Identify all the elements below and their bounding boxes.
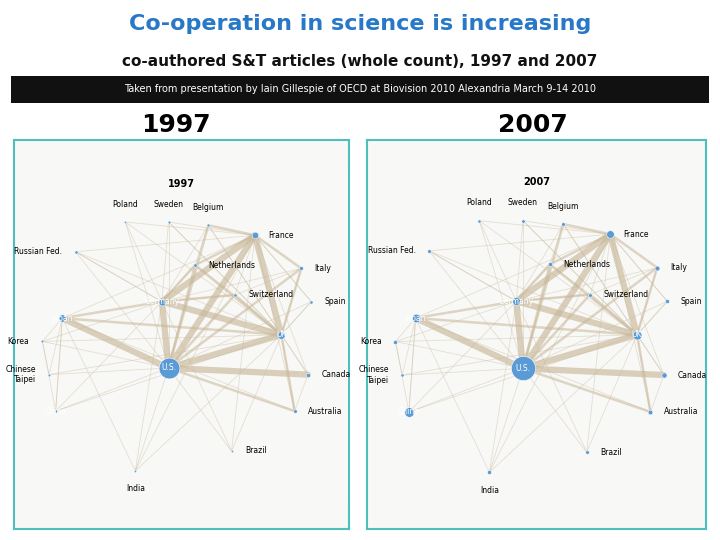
Point	[644, 408, 656, 416]
Text: U.S.: U.S.	[516, 364, 531, 373]
Point	[662, 297, 673, 306]
Point	[289, 407, 300, 415]
Text: Korea: Korea	[360, 337, 382, 346]
Point	[390, 337, 401, 346]
Point	[37, 337, 48, 346]
Point	[517, 217, 528, 225]
Text: India: India	[126, 484, 145, 493]
Point	[605, 230, 616, 239]
Text: co-authored S&T articles (whole count), 1997 and 2007: co-authored S&T articles (whole count), …	[122, 54, 598, 69]
Text: 2007: 2007	[498, 113, 567, 137]
Text: Australia: Australia	[308, 407, 343, 416]
Text: Germany: Germany	[144, 297, 179, 306]
Point	[120, 218, 131, 226]
Point	[229, 291, 240, 299]
Text: Poland: Poland	[467, 198, 492, 207]
Point	[50, 407, 61, 415]
Text: 1997: 1997	[142, 113, 211, 137]
Text: Australia: Australia	[664, 408, 698, 416]
Text: Brazil: Brazil	[245, 447, 266, 455]
Point	[484, 468, 495, 477]
Text: Canada: Canada	[321, 370, 351, 379]
Text: U.S.: U.S.	[161, 363, 176, 373]
Point	[202, 221, 214, 230]
Text: Belgium: Belgium	[193, 203, 224, 212]
Point	[517, 364, 528, 373]
Point	[557, 220, 569, 228]
Text: Canada: Canada	[678, 370, 706, 380]
Point	[302, 370, 314, 379]
Point	[70, 247, 81, 256]
Text: 2007: 2007	[523, 177, 550, 187]
Point	[163, 218, 174, 226]
Text: France: France	[268, 231, 294, 240]
Text: Belgium: Belgium	[547, 201, 579, 211]
Point	[652, 264, 663, 272]
Text: Russian Fed.: Russian Fed.	[14, 247, 63, 256]
Text: Brazil: Brazil	[600, 448, 622, 457]
Text: Korea: Korea	[7, 337, 29, 346]
Text: Netherlands: Netherlands	[563, 260, 611, 269]
Point	[581, 448, 593, 456]
Point	[474, 217, 485, 225]
Point	[226, 447, 238, 455]
Text: Spain: Spain	[325, 297, 346, 306]
Point	[397, 371, 408, 380]
Text: Russian Fed.: Russian Fed.	[368, 246, 415, 255]
Point	[43, 370, 55, 379]
Text: Japan: Japan	[405, 314, 426, 322]
Text: China: China	[398, 408, 420, 416]
Point	[658, 371, 670, 380]
Point	[403, 408, 415, 416]
Text: UK: UK	[632, 330, 642, 339]
Point	[305, 298, 317, 306]
Point	[423, 247, 435, 255]
Text: Co-operation in science is increasing: Co-operation in science is increasing	[129, 14, 591, 33]
Point	[276, 330, 287, 339]
Text: Chinese
Taipei: Chinese Taipei	[5, 365, 36, 384]
Text: Netherlands: Netherlands	[208, 261, 256, 269]
Point	[57, 314, 68, 322]
Point	[189, 261, 201, 269]
Text: Switzerland: Switzerland	[603, 290, 649, 299]
Point	[295, 264, 307, 273]
Text: Chinese
Taipei: Chinese Taipei	[359, 366, 389, 385]
Text: Italy: Italy	[670, 263, 688, 272]
Point	[544, 260, 556, 269]
Point	[130, 467, 141, 475]
Text: India: India	[480, 486, 499, 495]
Text: Japan: Japan	[52, 314, 73, 323]
Text: Italy: Italy	[315, 264, 331, 273]
Text: Switzerland: Switzerland	[248, 291, 293, 300]
Text: Sweden: Sweden	[508, 198, 538, 207]
Text: France: France	[624, 230, 649, 239]
Text: China: China	[45, 407, 67, 416]
Text: Sweden: Sweden	[153, 200, 184, 208]
Text: 1997: 1997	[168, 179, 195, 189]
Point	[249, 231, 261, 240]
Point	[510, 297, 522, 306]
Text: Poland: Poland	[112, 200, 138, 208]
Text: Spain: Spain	[680, 297, 702, 306]
Text: Germany: Germany	[499, 297, 534, 306]
Text: Taken from presentation by Iain Gillespie of OECD at Biovision 2010 Alexandria M: Taken from presentation by Iain Gillespi…	[124, 84, 596, 94]
Point	[631, 330, 643, 339]
Point	[410, 314, 421, 322]
Point	[156, 298, 168, 306]
Point	[163, 363, 174, 372]
Text: UK: UK	[276, 330, 287, 339]
Point	[585, 290, 596, 299]
